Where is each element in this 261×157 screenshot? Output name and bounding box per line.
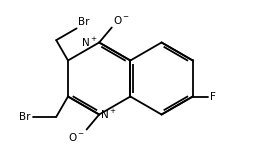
Text: Br: Br xyxy=(19,112,30,122)
Text: N$^+$: N$^+$ xyxy=(81,36,98,49)
Text: F: F xyxy=(210,92,216,102)
Text: O$^-$: O$^-$ xyxy=(68,131,85,143)
Text: N$^+$: N$^+$ xyxy=(100,108,117,121)
Text: O$^-$: O$^-$ xyxy=(113,14,130,26)
Text: Br: Br xyxy=(78,17,89,27)
